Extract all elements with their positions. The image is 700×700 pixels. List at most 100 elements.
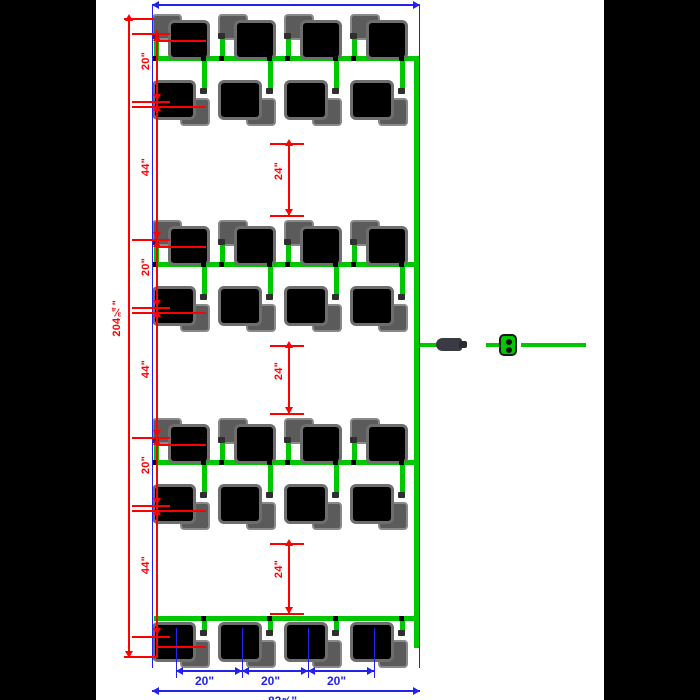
dripline-r2c3 xyxy=(334,58,339,90)
dripline-r6c4 xyxy=(400,462,405,494)
pot-r4c3[interactable] xyxy=(284,286,342,332)
pot-r1c4[interactable] xyxy=(350,14,408,60)
dim-c24-a: 24" xyxy=(273,162,285,181)
port-r2c3 xyxy=(332,88,339,94)
port-r3c4 xyxy=(350,239,357,245)
dim-24b-line xyxy=(288,345,290,413)
dim-v20-c: 20" xyxy=(140,456,152,475)
pot-r7c3[interactable] xyxy=(284,622,342,668)
dripline-r7c2 xyxy=(268,618,273,632)
pot-body xyxy=(350,484,394,524)
pot-r4c2[interactable] xyxy=(218,286,276,332)
dim-v44-c: 44" xyxy=(140,556,152,575)
leader-r4 xyxy=(132,312,206,314)
pot-r3c4[interactable] xyxy=(350,220,408,266)
pot-r1c2[interactable] xyxy=(218,14,276,60)
pot-r5c2[interactable] xyxy=(218,418,276,464)
ext-20a-top xyxy=(132,33,170,35)
tubing-main-riser xyxy=(414,56,419,648)
pot-body xyxy=(284,484,328,524)
witness-b3 xyxy=(308,628,309,678)
port-r6c4 xyxy=(398,492,405,498)
port-r5c4 xyxy=(350,437,357,443)
ext-24c-top xyxy=(270,543,304,545)
pot-r6c1[interactable] xyxy=(152,484,210,530)
pot-r6c2[interactable] xyxy=(218,484,276,530)
pot-r7c4[interactable] xyxy=(350,622,408,668)
dim-overall-width-label: 83⅝" xyxy=(268,0,297,2)
ext-44c-bot xyxy=(132,636,170,638)
dripline-r3c2 xyxy=(220,242,225,264)
pot-body xyxy=(350,286,394,326)
dim-chain-axis xyxy=(156,30,158,658)
port-r1c2 xyxy=(218,33,225,39)
pot-body xyxy=(300,226,342,266)
dripline-r5c4 xyxy=(352,440,357,462)
dim-top-width-line xyxy=(152,4,420,6)
dim-overall-height-label: 204¾" xyxy=(111,300,123,337)
pot-r5c3[interactable] xyxy=(284,418,342,464)
pot-r1c3[interactable] xyxy=(284,14,342,60)
port-r4c1 xyxy=(200,294,207,300)
dripline-r4c1 xyxy=(202,264,207,296)
pot-r6c4[interactable] xyxy=(350,484,408,530)
dripline-r6c3 xyxy=(334,462,339,494)
pot-body xyxy=(366,424,408,464)
dripline-r4c3 xyxy=(334,264,339,296)
dim-bottom-width-line xyxy=(152,690,420,692)
pot-r4c4[interactable] xyxy=(350,286,408,332)
inline-filter-icon[interactable] xyxy=(499,334,517,356)
dripline-r5c3 xyxy=(286,440,291,462)
port-r1c3 xyxy=(284,33,291,39)
ext-24a-top xyxy=(270,143,304,145)
pot-body xyxy=(366,226,408,266)
dripline-r2c4 xyxy=(400,58,405,90)
port-r5c3 xyxy=(284,437,291,443)
dim-sp1-line xyxy=(176,670,242,672)
dripline-r2c2 xyxy=(268,58,273,90)
port-r3c2 xyxy=(218,239,225,245)
pot-r7c1[interactable] xyxy=(152,622,210,668)
dim-v20-b: 20" xyxy=(140,258,152,277)
dripline-r2c1 xyxy=(202,58,207,90)
pot-r2c4[interactable] xyxy=(350,80,408,126)
dim-top-arrow-left xyxy=(152,1,159,9)
dim-top-arrow-right xyxy=(413,1,420,9)
witness-left xyxy=(152,4,153,668)
port-r6c1 xyxy=(200,492,207,498)
dripline-r1c2 xyxy=(220,36,225,58)
pot-r2c3[interactable] xyxy=(284,80,342,126)
dim-c24-c: 24" xyxy=(273,560,285,579)
pot-body xyxy=(218,484,262,524)
pot-body xyxy=(234,226,276,266)
ext-20b-top xyxy=(132,239,170,241)
pot-r3c2[interactable] xyxy=(218,220,276,266)
pot-r7c2[interactable] xyxy=(218,622,276,668)
pot-r5c4[interactable] xyxy=(350,418,408,464)
pot-r6c3[interactable] xyxy=(284,484,342,530)
dripline-r4c2 xyxy=(268,264,273,296)
pot-body xyxy=(350,622,394,662)
pot-r3c3[interactable] xyxy=(284,220,342,266)
pot-r2c2[interactable] xyxy=(218,80,276,126)
ext-24c-bot xyxy=(270,613,304,615)
hose-fitting-icon[interactable] xyxy=(436,338,467,351)
port-r4c3 xyxy=(332,294,339,300)
leader-r2 xyxy=(132,106,206,108)
dripline-r6c1 xyxy=(202,462,207,494)
pot-body xyxy=(218,80,262,120)
dim-sp3-line xyxy=(308,670,374,672)
port-r4c4 xyxy=(398,294,405,300)
ext-24a-bot xyxy=(270,215,304,217)
tubing-supply-line xyxy=(521,343,586,347)
dripline-r7c3 xyxy=(334,618,339,632)
dripline-r7c1 xyxy=(202,618,207,632)
leader-r7 xyxy=(156,646,206,648)
ext-24b-bot xyxy=(270,413,304,415)
port-r2c1 xyxy=(200,88,207,94)
pot-body xyxy=(234,20,276,60)
tubing-manifold-4 xyxy=(154,616,416,621)
pot-body xyxy=(284,80,328,120)
port-r3c3 xyxy=(284,239,291,245)
port-r6c3 xyxy=(332,492,339,498)
